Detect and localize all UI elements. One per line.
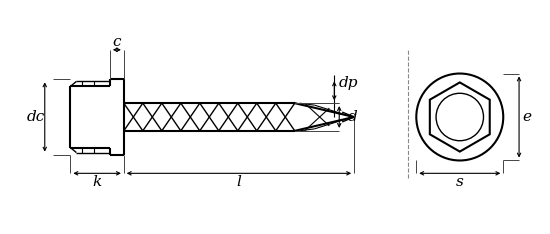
Text: c: c <box>113 35 121 49</box>
Text: s: s <box>456 175 464 189</box>
Text: e: e <box>522 110 531 124</box>
Text: dc: dc <box>27 110 45 124</box>
Text: k: k <box>92 175 102 189</box>
Text: l: l <box>236 175 241 189</box>
Text: dp: dp <box>338 77 358 90</box>
Text: d: d <box>348 110 358 124</box>
